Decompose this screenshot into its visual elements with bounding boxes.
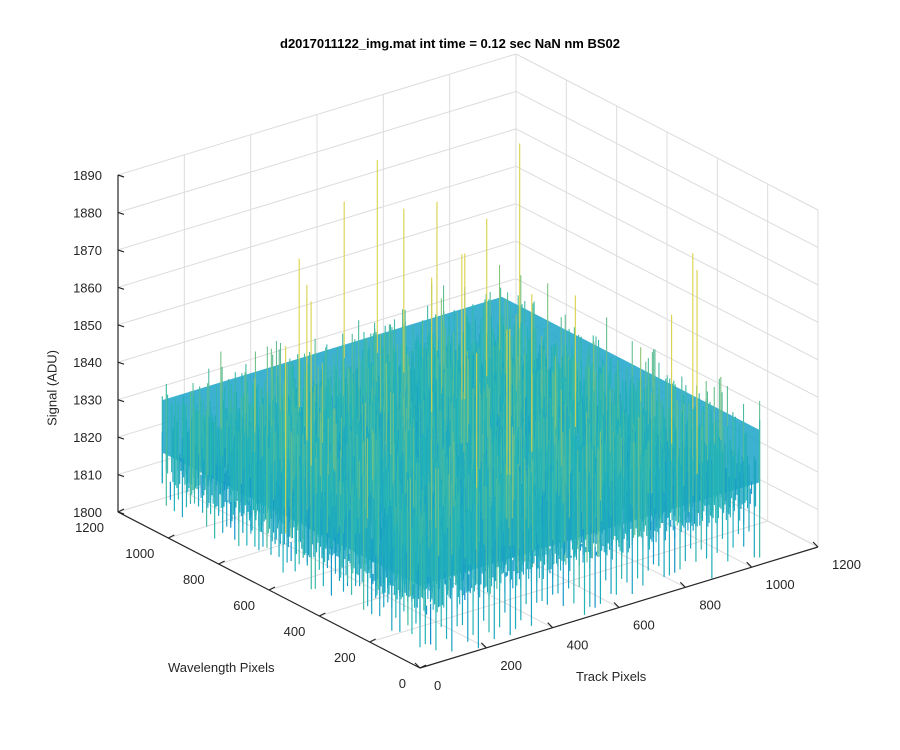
grid-line bbox=[117, 165, 517, 288]
grid-line bbox=[515, 53, 819, 211]
grid-line bbox=[515, 203, 819, 361]
x-tick bbox=[547, 622, 554, 629]
x-tick bbox=[746, 561, 753, 568]
y-tick bbox=[268, 586, 276, 591]
y-tick-label: 600 bbox=[233, 598, 255, 613]
grid-line bbox=[117, 128, 517, 251]
y-tick-label: 200 bbox=[334, 650, 356, 665]
z-tick-label: 1810 bbox=[73, 468, 102, 483]
x-axis-label: Track Pixels bbox=[576, 669, 647, 684]
y-tick bbox=[419, 664, 427, 669]
x-tick bbox=[414, 662, 421, 669]
y-axis-label: Wavelength Pixels bbox=[168, 660, 275, 675]
x-tick-label: 1000 bbox=[766, 577, 795, 592]
grid-line bbox=[117, 203, 517, 326]
grid-line bbox=[515, 240, 819, 398]
z-tick-label: 1890 bbox=[73, 168, 102, 183]
y-tick bbox=[168, 534, 175, 539]
y-tick-label: 1000 bbox=[125, 546, 154, 561]
z-tick bbox=[117, 436, 125, 440]
surface-mesh bbox=[161, 143, 761, 652]
z-tick-label: 1800 bbox=[73, 505, 102, 520]
y-tick bbox=[319, 612, 326, 617]
grid-line bbox=[117, 240, 517, 363]
z-axis-label: Signal (ADU) bbox=[44, 350, 60, 426]
x-tick-label: 400 bbox=[567, 638, 589, 653]
grid-line bbox=[515, 128, 819, 286]
z-tick-label: 1840 bbox=[73, 355, 102, 370]
x-tick-label: 1200 bbox=[832, 557, 861, 572]
z-tick-label: 1830 bbox=[73, 393, 102, 408]
chart-title: d2017011122_img.mat int time = 0.12 sec … bbox=[280, 36, 620, 51]
grid-line bbox=[117, 53, 517, 176]
x-tick bbox=[480, 642, 487, 649]
y-tick-label: 0 bbox=[399, 676, 406, 691]
z-tick bbox=[117, 511, 125, 515]
grid-line bbox=[117, 90, 517, 213]
x-tick bbox=[613, 602, 620, 608]
z-tick bbox=[117, 473, 125, 478]
tick-labels: 0 200 400 600 800 1000 1200 0 200 400 600 800 1000 12… bbox=[73, 168, 861, 693]
z-tick-label: 1850 bbox=[73, 318, 102, 333]
y-tick bbox=[218, 560, 225, 565]
y-tick bbox=[117, 508, 125, 513]
x-tick-label: 800 bbox=[699, 597, 721, 612]
z-tick bbox=[117, 249, 125, 253]
z-tick-label: 1870 bbox=[73, 243, 102, 258]
z-tick bbox=[117, 361, 125, 365]
y-tick-label: 800 bbox=[183, 572, 205, 587]
grid-line bbox=[515, 91, 819, 248]
z-tick bbox=[117, 399, 125, 403]
y-tick-label: 400 bbox=[284, 624, 306, 639]
grid-line bbox=[515, 278, 819, 436]
x-tick-label: 0 bbox=[434, 678, 441, 693]
x-tick-label: 600 bbox=[633, 618, 655, 633]
z-tick bbox=[117, 174, 125, 178]
y-tick-label: 1200 bbox=[75, 520, 104, 535]
z-tick-label: 1820 bbox=[73, 430, 102, 445]
grid-line bbox=[117, 278, 517, 401]
axes bbox=[117, 174, 819, 669]
x-tick bbox=[679, 581, 686, 588]
x-tick bbox=[812, 541, 819, 548]
z-tick bbox=[117, 211, 125, 216]
grid-line bbox=[515, 165, 819, 323]
z-tick-label: 1860 bbox=[73, 280, 102, 295]
z-tick bbox=[117, 286, 125, 290]
z-tick bbox=[117, 324, 125, 328]
x-tick-label: 200 bbox=[500, 658, 522, 673]
z-tick-label: 1880 bbox=[73, 205, 102, 220]
y-tick bbox=[369, 638, 376, 643]
